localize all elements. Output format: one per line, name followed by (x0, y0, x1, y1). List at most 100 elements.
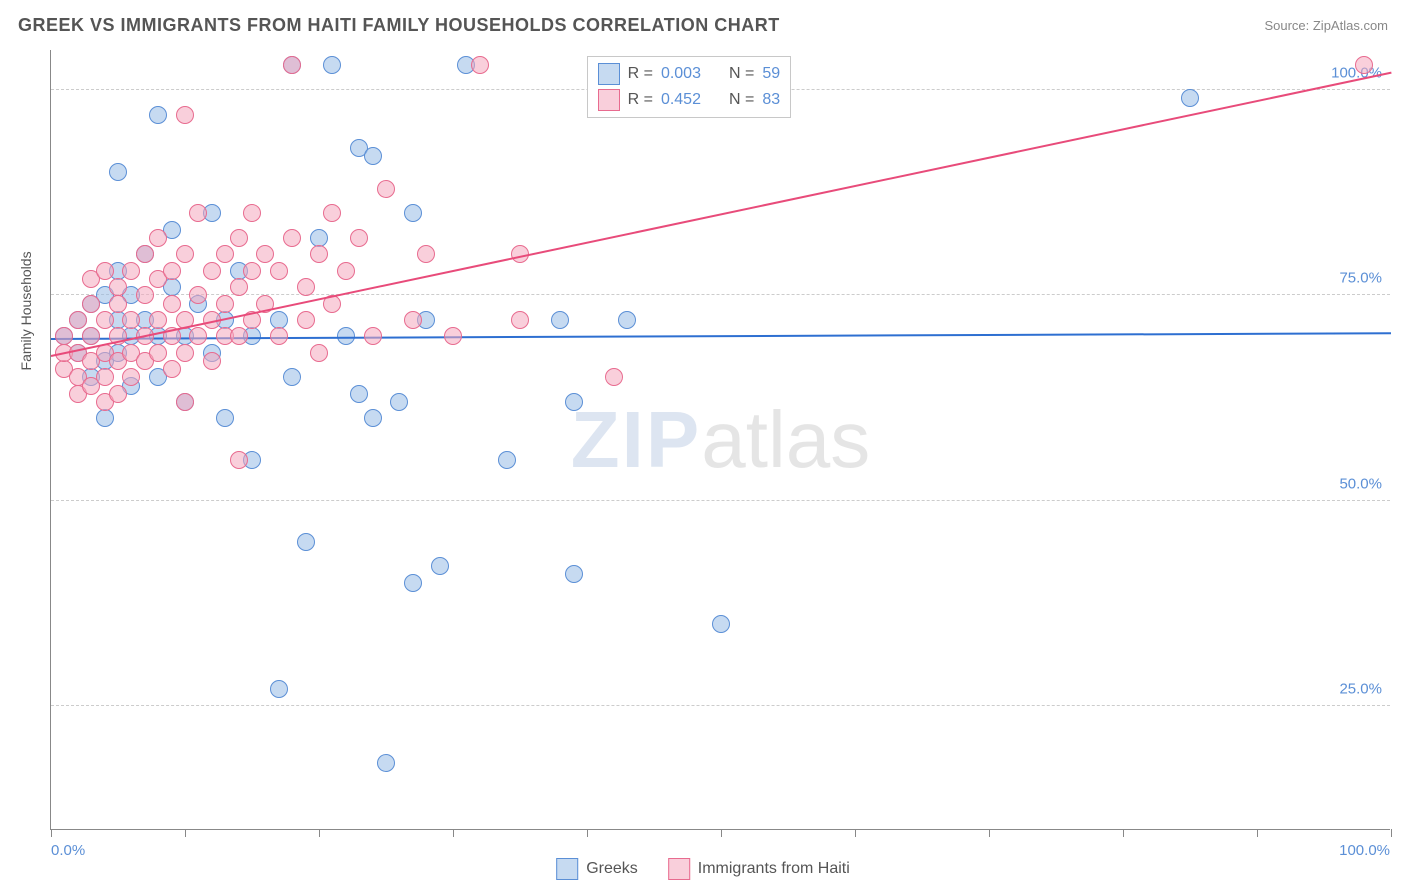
scatter-point (109, 278, 127, 296)
scatter-point (498, 451, 516, 469)
scatter-point (163, 262, 181, 280)
scatter-point (230, 451, 248, 469)
scatter-point (270, 327, 288, 345)
scatter-point (323, 56, 341, 74)
x-tick-mark (855, 829, 856, 837)
x-tick-mark (1391, 829, 1392, 837)
scatter-point (243, 262, 261, 280)
bottom-legend: Greeks Immigrants from Haiti (556, 858, 850, 880)
scatter-point (605, 368, 623, 386)
scatter-point (404, 204, 422, 222)
scatter-point (109, 295, 127, 313)
legend-label: Greeks (586, 860, 638, 878)
scatter-point (69, 311, 87, 329)
scatter-point (96, 409, 114, 427)
scatter-point (176, 393, 194, 411)
scatter-point (82, 327, 100, 345)
scatter-point (270, 311, 288, 329)
r-value: 0.452 (661, 91, 701, 109)
scatter-point (96, 368, 114, 386)
y-tick-label: 75.0% (1339, 270, 1382, 287)
watermark-atlas: atlas (701, 395, 870, 484)
scatter-point (163, 295, 181, 313)
watermark-zip: ZIP (571, 395, 701, 484)
scatter-point (323, 204, 341, 222)
scatter-point (377, 754, 395, 772)
n-value: 83 (762, 91, 780, 109)
scatter-point (283, 229, 301, 247)
scatter-point (270, 262, 288, 280)
source-attribution: Source: ZipAtlas.com (1264, 18, 1388, 33)
scatter-point (310, 229, 328, 247)
watermark: ZIPatlas (571, 394, 870, 486)
scatter-point (551, 311, 569, 329)
scatter-point (136, 286, 154, 304)
scatter-point (122, 368, 140, 386)
scatter-point (230, 278, 248, 296)
x-axis-max-label: 100.0% (1339, 842, 1390, 859)
legend-swatch (598, 63, 620, 85)
scatter-point (431, 557, 449, 575)
scatter-point (230, 229, 248, 247)
y-tick-label: 25.0% (1339, 680, 1382, 697)
scatter-point (82, 295, 100, 313)
scatter-plot-area: ZIPatlas 0.0% 100.0% 25.0%50.0%75.0%100.… (50, 50, 1390, 830)
scatter-point (149, 311, 167, 329)
scatter-point (310, 245, 328, 263)
scatter-point (390, 393, 408, 411)
scatter-point (283, 56, 301, 74)
scatter-point (149, 344, 167, 362)
scatter-point (149, 229, 167, 247)
stats-legend-row: R = 0.452 N = 83 (598, 87, 781, 113)
scatter-point (337, 262, 355, 280)
legend-swatch (598, 89, 620, 111)
r-label: R = (628, 91, 653, 109)
gridline (51, 294, 1390, 295)
stats-legend: R = 0.003N = 59R = 0.452N = 83 (587, 56, 792, 118)
scatter-point (176, 106, 194, 124)
x-tick-mark (721, 829, 722, 837)
r-label: R = (628, 65, 653, 83)
n-label: N = (729, 91, 754, 109)
x-axis-min-label: 0.0% (51, 842, 85, 859)
bottom-legend-item: Immigrants from Haiti (668, 858, 850, 880)
scatter-point (149, 106, 167, 124)
scatter-point (404, 574, 422, 592)
bottom-legend-item: Greeks (556, 858, 638, 880)
scatter-point (216, 295, 234, 313)
scatter-point (471, 56, 489, 74)
scatter-point (618, 311, 636, 329)
scatter-point (511, 311, 529, 329)
n-label: N = (729, 65, 754, 83)
scatter-point (364, 409, 382, 427)
x-tick-mark (185, 829, 186, 837)
scatter-point (1355, 56, 1373, 74)
scatter-point (350, 229, 368, 247)
scatter-point (364, 147, 382, 165)
scatter-point (565, 393, 583, 411)
scatter-point (1181, 89, 1199, 107)
gridline (51, 705, 1390, 706)
x-tick-mark (319, 829, 320, 837)
scatter-point (270, 680, 288, 698)
scatter-point (377, 180, 395, 198)
scatter-point (417, 245, 435, 263)
x-tick-mark (1123, 829, 1124, 837)
scatter-point (122, 262, 140, 280)
scatter-point (230, 327, 248, 345)
x-tick-mark (587, 829, 588, 837)
scatter-point (565, 565, 583, 583)
y-axis-label: Family Households (18, 251, 34, 370)
scatter-point (96, 311, 114, 329)
scatter-point (189, 286, 207, 304)
scatter-point (176, 245, 194, 263)
scatter-point (350, 385, 368, 403)
r-value: 0.003 (661, 65, 701, 83)
gridline (51, 500, 1390, 501)
scatter-point (712, 615, 730, 633)
scatter-point (256, 245, 274, 263)
scatter-point (136, 245, 154, 263)
scatter-point (404, 311, 422, 329)
scatter-point (203, 262, 221, 280)
legend-swatch (668, 858, 690, 880)
